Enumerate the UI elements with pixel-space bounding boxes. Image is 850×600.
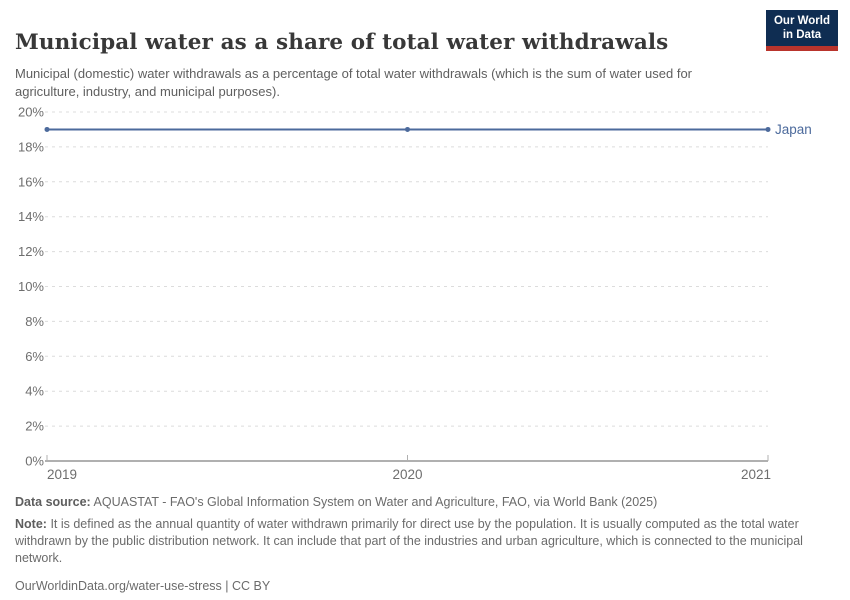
note-text: It is defined as the annual quantity of … xyxy=(15,517,803,565)
data-point[interactable] xyxy=(405,126,410,132)
owid-logo-text-line1: Our World xyxy=(773,15,830,27)
y-tick-label: 8% xyxy=(25,314,44,329)
y-tick-label: 12% xyxy=(18,244,44,259)
note-label: Note: xyxy=(15,517,47,531)
line-chart-canvas: 0% 2% 4% 6% 8% 10% 12% 14% 16% 18% 20% 2019 2020 2021… xyxy=(18,105,812,483)
y-tick-label: 0% xyxy=(25,454,44,469)
owid-logo[interactable]: Our World in Data xyxy=(766,10,838,51)
line-chart: 0% 2% 4% 6% 8% 10% 12% 14% 16% 18% 20% 2019 2020 2021… xyxy=(0,96,850,488)
data-source-line: Data source: AQUASTAT - FAO's Global Inf… xyxy=(15,494,837,511)
y-tick-label: 18% xyxy=(18,139,44,154)
data-point[interactable] xyxy=(44,126,50,132)
chart-footer: Data source: AQUASTAT - FAO's Global Inf… xyxy=(15,494,837,595)
series-label[interactable]: Japan xyxy=(775,122,812,137)
x-tick-label: 2021 xyxy=(741,467,771,482)
y-tick-label: 14% xyxy=(18,209,44,224)
citation-line: OurWorldinData.org/water-use-stress | CC… xyxy=(15,578,837,595)
y-tick-label: 6% xyxy=(25,349,44,364)
chart-subtitle: Municipal (domestic) water withdrawals a… xyxy=(15,66,693,99)
x-tick-label: 2020 xyxy=(392,467,422,482)
page-title: Municipal water as a share of total wate… xyxy=(15,30,669,56)
y-tick-label: 20% xyxy=(18,105,44,120)
owid-url-link[interactable]: OurWorldinData.org/water-use-stress xyxy=(15,579,222,593)
license-text: | CC BY xyxy=(225,579,271,593)
y-tick-label: 2% xyxy=(25,419,44,434)
data-source-text: AQUASTAT - FAO's Global Information Syst… xyxy=(93,495,658,509)
data-source-label: Data source: xyxy=(15,495,91,509)
x-tick-label: 2019 xyxy=(47,467,77,482)
y-tick-label: 10% xyxy=(18,279,44,294)
owid-logo-text-line2: in Data xyxy=(782,28,822,41)
y-tick-label: 4% xyxy=(25,384,44,399)
y-tick-label: 16% xyxy=(18,174,44,189)
data-point[interactable] xyxy=(765,126,771,132)
note-line: Note: It is defined as the annual quanti… xyxy=(15,516,837,567)
